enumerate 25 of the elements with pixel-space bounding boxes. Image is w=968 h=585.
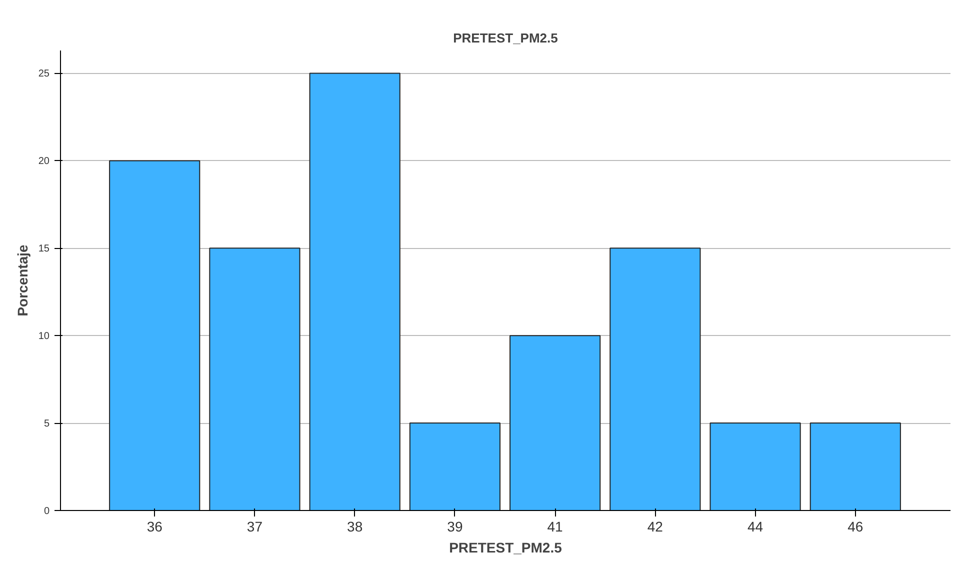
x-tick-label: 46: [848, 518, 864, 534]
x-tick-label: 38: [347, 518, 363, 534]
x-tick-label: 36: [146, 518, 163, 534]
bar: [209, 248, 300, 510]
x-tick-label: 41: [547, 518, 564, 534]
y-tick-label: 20: [38, 156, 50, 168]
y-tick-label: 10: [38, 331, 50, 342]
bar: [510, 335, 601, 510]
bar: [309, 72, 400, 510]
bar: [109, 160, 200, 510]
y-tick-label: 15: [38, 244, 50, 255]
y-tick-label: 0: [44, 506, 50, 517]
y-tick-label: 5: [44, 418, 50, 430]
y-axis-title: Porcentaje: [14, 244, 30, 316]
x-tick-label: 37: [246, 518, 263, 534]
bar: [409, 422, 500, 510]
x-tick-label: 42: [647, 518, 664, 534]
bar: [610, 248, 701, 510]
x-tick-label: 44: [747, 518, 764, 534]
x-tick-label: 39: [447, 518, 463, 534]
bar: [810, 422, 901, 510]
x-axis-title: PRETEST_PM2.5: [449, 540, 562, 556]
bar: [710, 422, 801, 510]
chart-title: PRETEST_PM2.5: [453, 30, 558, 46]
y-tick-label: 25: [38, 68, 50, 80]
